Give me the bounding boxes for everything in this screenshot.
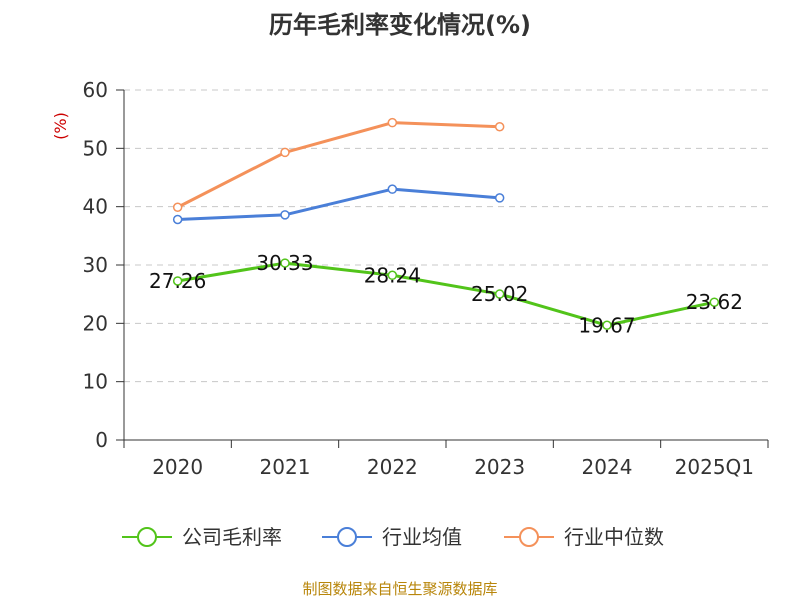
x-tick-label: 2020 (152, 455, 203, 479)
x-tick-label: 2023 (474, 455, 525, 479)
data-label: 28.24 (364, 263, 421, 287)
data-point[interactable] (494, 122, 505, 132)
data-point[interactable] (602, 320, 612, 331)
data-point[interactable] (172, 202, 183, 212)
gridlines (124, 89, 768, 383)
legend-marker (519, 527, 539, 547)
data-label: 23.62 (686, 290, 743, 314)
data-label: 30.33 (256, 251, 313, 275)
legend-item-0[interactable]: 公司毛利率 (122, 525, 282, 549)
data-point[interactable] (387, 270, 398, 281)
data-point[interactable] (387, 184, 398, 194)
data-label: 25.02 (471, 282, 528, 306)
data-point[interactable] (494, 193, 505, 203)
legend-label: 公司毛利率 (182, 525, 282, 549)
legend-item-1[interactable]: 行业均值 (322, 525, 462, 549)
series-line-1 (177, 187, 500, 221)
series-line-0 (177, 261, 715, 327)
legend-label: 行业均值 (382, 525, 462, 549)
legend[interactable]: 公司毛利率 行业均值 行业中位数 (122, 525, 664, 549)
y-tick-label: 60 (83, 78, 108, 102)
data-point[interactable] (172, 276, 183, 286)
data-label: 19.67 (578, 313, 635, 337)
y-tick-label: 20 (83, 311, 108, 335)
x-tick-label: 2025Q1 (675, 455, 754, 479)
x-tick-label: 2024 (582, 455, 633, 479)
data-point[interactable] (709, 297, 720, 307)
data-point[interactable] (280, 258, 290, 268)
x-tick-label: 2021 (260, 455, 311, 479)
chart-title: 历年毛利率变化情况(%) (269, 11, 531, 39)
legend-item-2[interactable]: 行业中位数 (504, 525, 664, 549)
y-tick-label: 50 (83, 136, 108, 160)
legend-label: 行业中位数 (564, 525, 664, 549)
axes: 0 10 20 30 40 50 60 2020 2021 2022 2023 2024 2025Q1 (83, 78, 769, 479)
y-tick-label: 10 (83, 370, 108, 394)
y-tick-label: 30 (83, 253, 108, 277)
x-tick-label: 2022 (367, 455, 418, 479)
y-axis-label: (%) (51, 112, 70, 140)
y-tick-label: 0 (95, 428, 108, 452)
data-point[interactable] (280, 147, 290, 158)
y-tick-label: 40 (83, 195, 108, 219)
data-point[interactable] (387, 117, 398, 128)
series-lines (172, 117, 720, 331)
source-note: 制图数据来自恒生聚源数据库 (302, 580, 497, 598)
series-line-2 (176, 121, 500, 209)
legend-marker (337, 527, 357, 547)
data-point[interactable] (280, 210, 290, 220)
data-point[interactable] (172, 214, 183, 225)
data-label: 27.26 (149, 269, 206, 293)
data-labels: 27.26 30.33 28.24 25.02 19.67 23.62 (149, 251, 743, 337)
data-point[interactable] (494, 289, 505, 299)
legend-marker (137, 527, 157, 547)
